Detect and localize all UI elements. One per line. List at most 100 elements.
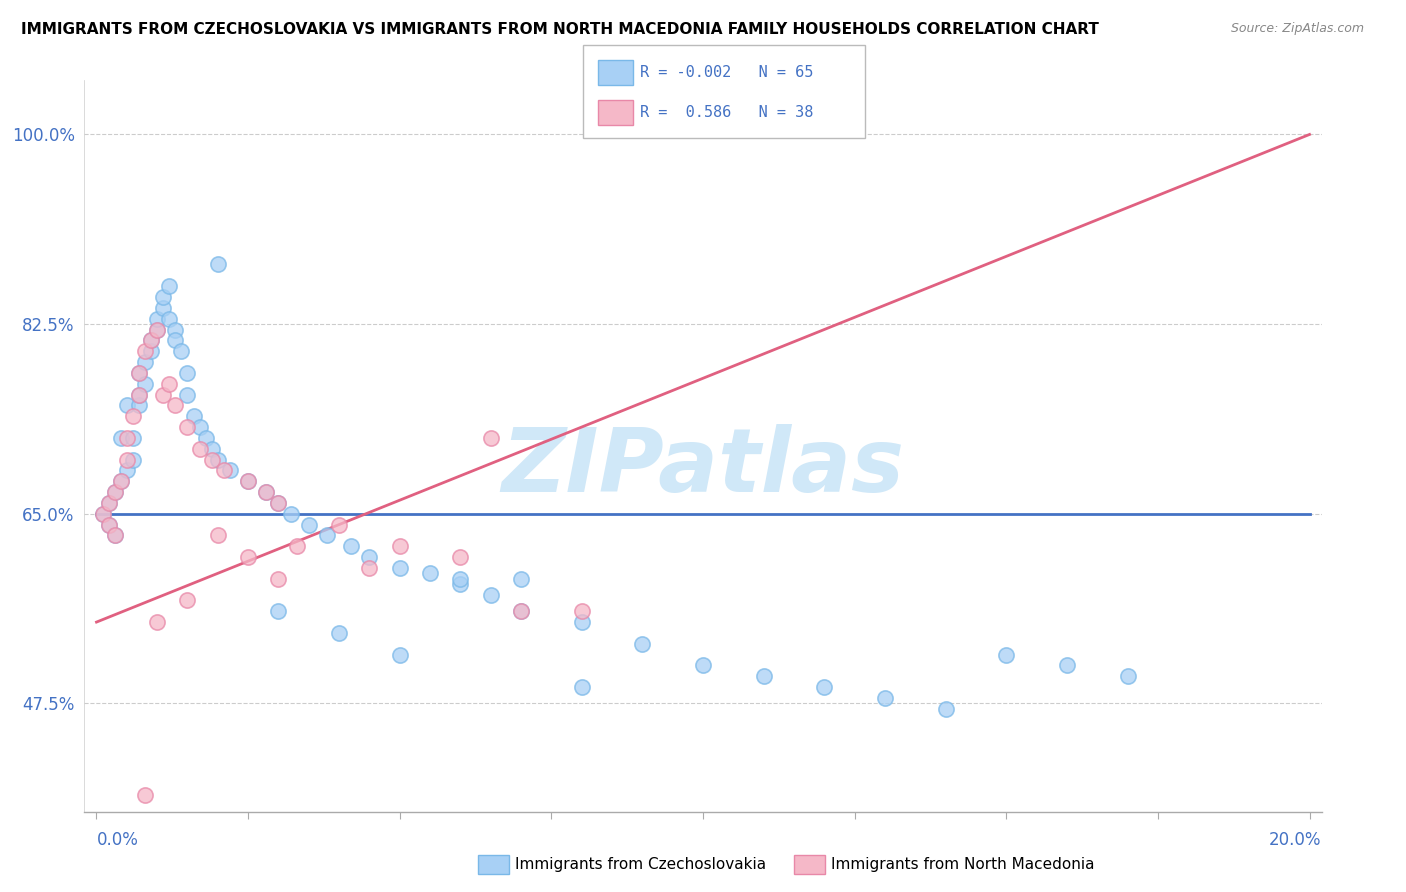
Point [631, 637, 654, 651]
Point [97, 496, 120, 510]
Point [176, 420, 198, 434]
Text: 0.0%: 0.0% [97, 831, 138, 849]
Point [280, 507, 302, 521]
Point [157, 311, 180, 326]
Point [104, 528, 127, 542]
Point [752, 669, 775, 683]
Point [152, 301, 174, 315]
Point [165, 334, 187, 348]
Point [935, 702, 957, 716]
Point [122, 431, 145, 445]
Point [571, 604, 593, 618]
Text: Immigrants from Czechoslovakia: Immigrants from Czechoslovakia [515, 857, 766, 871]
Point [115, 452, 138, 467]
Point [267, 572, 290, 586]
Point [157, 376, 180, 391]
Point [359, 550, 381, 565]
Point [995, 648, 1018, 662]
Point [110, 474, 132, 488]
Point [97, 496, 120, 510]
Point [219, 463, 242, 477]
Point [207, 258, 229, 272]
Point [267, 496, 290, 510]
Point [449, 550, 471, 565]
Point [134, 789, 156, 803]
Point [236, 474, 259, 488]
Point [183, 409, 205, 424]
Point [91, 507, 114, 521]
Text: IMMIGRANTS FROM CZECHOSLOVAKIA VS IMMIGRANTS FROM NORTH MACEDONIA FAMILY HOUSEHO: IMMIGRANTS FROM CZECHOSLOVAKIA VS IMMIGR… [21, 22, 1099, 37]
Point [139, 344, 162, 359]
Point [510, 604, 533, 618]
Point [212, 463, 235, 477]
Point [115, 431, 138, 445]
Point [201, 442, 224, 456]
Point [510, 604, 533, 618]
Point [207, 528, 229, 542]
Point [122, 409, 145, 424]
Point [207, 452, 229, 467]
Point [139, 334, 162, 348]
Point [157, 279, 180, 293]
Point [139, 334, 162, 348]
Point [104, 485, 127, 500]
Point [176, 366, 198, 380]
Point [340, 539, 363, 553]
Point [110, 474, 132, 488]
Point [104, 485, 127, 500]
Point [115, 398, 138, 412]
Point [170, 344, 193, 359]
Text: R =  0.586   N = 38: R = 0.586 N = 38 [640, 105, 813, 120]
Point [134, 376, 156, 391]
Point [128, 387, 150, 401]
Point [110, 431, 132, 445]
Point [176, 387, 198, 401]
Point [146, 322, 169, 336]
Point [510, 572, 533, 586]
Point [115, 463, 138, 477]
Point [388, 539, 411, 553]
Point [873, 690, 896, 705]
Text: R = -0.002   N = 65: R = -0.002 N = 65 [640, 65, 813, 79]
Point [298, 517, 321, 532]
Point [388, 561, 411, 575]
Point [104, 528, 127, 542]
Text: 20.0%: 20.0% [1270, 831, 1322, 849]
Point [1116, 669, 1139, 683]
Point [146, 322, 169, 336]
Point [479, 588, 502, 602]
Point [449, 577, 471, 591]
Point [146, 615, 169, 629]
Point [97, 517, 120, 532]
Point [285, 539, 308, 553]
Point [97, 517, 120, 532]
Text: Immigrants from North Macedonia: Immigrants from North Macedonia [831, 857, 1094, 871]
Point [1056, 658, 1078, 673]
Point [128, 398, 150, 412]
Point [813, 680, 835, 694]
Point [128, 366, 150, 380]
Point [201, 452, 224, 467]
Point [194, 431, 217, 445]
Point [479, 431, 502, 445]
Point [571, 680, 593, 694]
Point [254, 485, 277, 500]
Point [122, 452, 145, 467]
Point [128, 387, 150, 401]
Point [571, 615, 593, 629]
Point [165, 322, 187, 336]
Point [188, 420, 211, 434]
Point [359, 561, 381, 575]
Point [419, 566, 441, 581]
Point [128, 366, 150, 380]
Point [236, 474, 259, 488]
Point [692, 658, 714, 673]
Point [328, 626, 350, 640]
Point [388, 648, 411, 662]
Point [267, 604, 290, 618]
Point [449, 572, 471, 586]
Point [91, 507, 114, 521]
Point [316, 528, 339, 542]
Point [152, 387, 174, 401]
Point [188, 442, 211, 456]
